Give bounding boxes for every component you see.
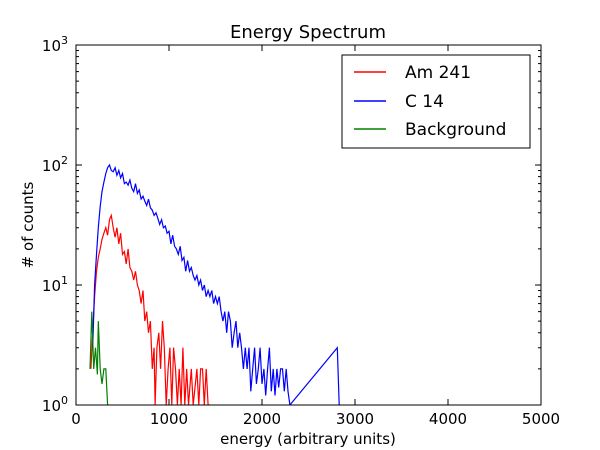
y-tick-label: 102 <box>42 154 68 175</box>
legend-label-background: Background <box>405 120 506 140</box>
x-tick-label: 3000 <box>336 410 374 428</box>
series-line-background <box>89 311 109 405</box>
y-tick-label: 101 <box>42 274 68 295</box>
tick-labels-layer: 0 1000 2000 3000 4000 5000 100 101 102 103 <box>42 34 560 428</box>
x-tick-label: 2000 <box>243 410 281 428</box>
x-tick-label: 0 <box>71 410 81 428</box>
y-tick-label: 103 <box>42 34 68 55</box>
x-axis-label: energy (arbitrary units) <box>220 430 396 448</box>
legend-label-c14: C 14 <box>405 92 444 112</box>
x-tick-label: 1000 <box>150 410 188 428</box>
plot-frame <box>75 44 542 406</box>
x-tick-label: 5000 <box>522 410 560 428</box>
series-line-c-14 <box>92 163 340 405</box>
legend: Am 241 C 14 Background <box>341 54 531 149</box>
series-line-am-241 <box>90 213 210 405</box>
chart-title: Energy Spectrum <box>230 22 386 43</box>
y-tick-label: 100 <box>42 394 68 415</box>
y-axis-label: # of counts <box>19 181 37 268</box>
ticks-layer <box>75 44 542 406</box>
x-tick-label: 4000 <box>429 410 467 428</box>
legend-label-am241: Am 241 <box>405 63 471 83</box>
series-layer <box>89 163 340 405</box>
